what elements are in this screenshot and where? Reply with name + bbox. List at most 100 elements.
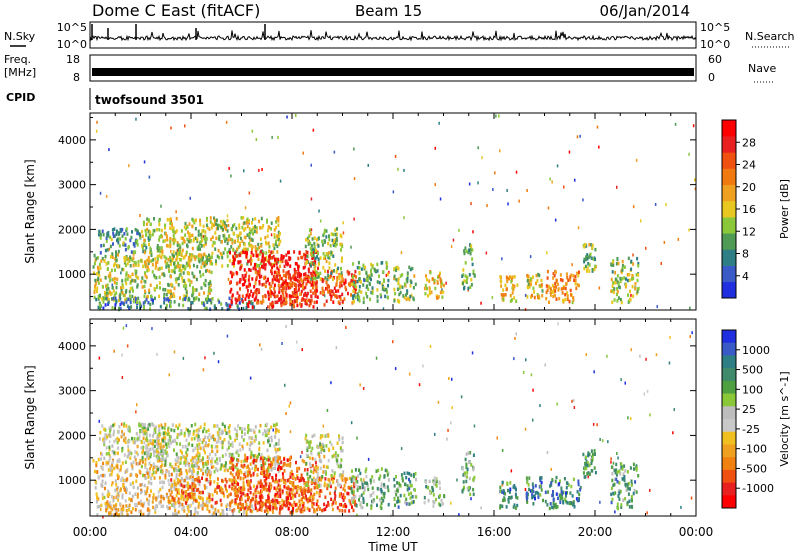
noise-pixel — [568, 150, 571, 154]
colorbar-swatch — [722, 342, 736, 356]
noise-pixel — [458, 228, 460, 232]
noise-pixel — [677, 237, 680, 241]
noise-pixel — [610, 460, 612, 464]
noise-pixel — [156, 352, 158, 356]
noise-pixel — [491, 296, 494, 300]
noise-pixel — [170, 249, 172, 253]
noise-pixel — [550, 467, 552, 471]
freq-frame — [89, 54, 697, 82]
y-tick-label: 3000 — [58, 179, 86, 192]
noise-pixel — [610, 457, 612, 461]
power-colorbar: 4 8 12 16 20 24 28 Power [dB] — [721, 119, 791, 299]
colorbar-label: Power [dB] — [778, 179, 791, 239]
noise-pixel — [480, 506, 482, 510]
noise-pixel — [616, 452, 618, 455]
noise-pixel — [170, 126, 172, 130]
noise-pixel — [530, 373, 533, 377]
echo-cluster — [92, 252, 213, 303]
noise-pixel — [160, 204, 162, 208]
echo-cluster — [610, 462, 640, 511]
panel-frame — [89, 112, 697, 311]
noise-pixel — [630, 348, 632, 352]
power-panel: 1000 2000 3000 4000 Slant Range [km] — [23, 112, 697, 312]
echo-cluster — [582, 449, 597, 479]
noise-pixel — [168, 373, 170, 377]
nsearch-tick-low: 10^0 — [700, 38, 730, 51]
nave-tick-low: 0 — [708, 71, 715, 84]
noise-pixel — [477, 146, 479, 150]
y-axis-label: Slant Range [km] — [23, 159, 37, 263]
noise-pixel — [645, 246, 647, 250]
noise-pixel — [226, 507, 228, 511]
noise-pixel — [557, 322, 559, 326]
noise-pixel — [672, 431, 674, 435]
noise-pixel — [669, 336, 671, 339]
noise-pixel — [302, 151, 304, 155]
noise-pixel — [481, 156, 483, 160]
noise-pixel — [450, 245, 453, 249]
noise-pixel — [577, 226, 580, 230]
noise-pixel — [472, 230, 474, 234]
noise-pixel — [281, 342, 283, 345]
noise-pixel — [582, 198, 584, 202]
cpid-program: twofsound 3501 — [95, 93, 204, 107]
colorbar-tick-label: -25 — [742, 423, 760, 436]
noise-pixel — [596, 423, 598, 427]
echo-cluster — [499, 480, 519, 510]
noise-pixel — [289, 430, 292, 434]
noise-pixel — [330, 381, 332, 385]
noise-pixel — [556, 164, 559, 168]
noise-pixel — [587, 475, 589, 479]
noise-pixel — [249, 376, 252, 380]
noise-pixel — [136, 403, 138, 407]
noise-pixel — [518, 199, 520, 203]
noise-pixel — [510, 469, 513, 473]
echo-cluster — [525, 476, 544, 506]
noise-pixel — [480, 301, 482, 305]
noise-pixel — [329, 440, 331, 444]
noise-pixel — [392, 340, 394, 344]
noise-pixel — [438, 121, 440, 125]
noise-pixel — [552, 272, 554, 276]
colorbar-tick-label: 12 — [742, 225, 756, 238]
noise-pixel — [111, 483, 113, 487]
noise-pixel — [350, 245, 352, 249]
cpid-label: CPID — [6, 91, 35, 104]
noise-pixel — [524, 427, 527, 431]
noise-pixel — [176, 249, 179, 253]
noise-pixel — [656, 305, 658, 309]
noise-pixel — [353, 217, 355, 221]
noise-pixel — [322, 424, 325, 428]
noise-pixel — [318, 209, 320, 213]
x-tick-label: 08:00 — [275, 525, 310, 539]
noise-pixel — [639, 354, 641, 358]
y-tick-label: 1000 — [58, 268, 86, 281]
velocity-panel: 1000 2000 3000 4000 Slant Range [km] — [23, 318, 697, 519]
noise-pixel — [353, 177, 356, 181]
colorbar-swatch — [722, 200, 736, 218]
nsky-tick-high: 10^5 — [57, 21, 87, 34]
noise-pixel — [576, 135, 579, 139]
noise-pixel — [108, 148, 110, 152]
noise-pixel — [660, 262, 662, 265]
noise-pixel — [445, 281, 447, 285]
noise-pixel — [289, 401, 292, 405]
noise-pixel — [477, 181, 479, 185]
noise-pixel — [139, 214, 141, 217]
noise-pixel — [649, 488, 651, 492]
noise-pixel — [689, 306, 691, 310]
noise-pixel — [441, 288, 443, 292]
colorbar-swatch — [722, 406, 736, 420]
colorbar-tick-label: -100 — [742, 443, 767, 456]
date-label: 06/Jan/2014 — [600, 2, 691, 20]
noise-pixel — [450, 421, 452, 425]
echo-cluster — [96, 502, 255, 518]
noise-pixel — [668, 361, 671, 365]
x-tick-label: 04:00 — [174, 525, 209, 539]
echo-cluster — [461, 243, 476, 291]
noise-pixel — [598, 145, 600, 149]
nsearch-tick-high: 10^5 — [700, 21, 730, 34]
noise-pixel — [209, 291, 211, 295]
noise-pixel — [674, 122, 677, 126]
noise-pixel — [434, 432, 436, 436]
